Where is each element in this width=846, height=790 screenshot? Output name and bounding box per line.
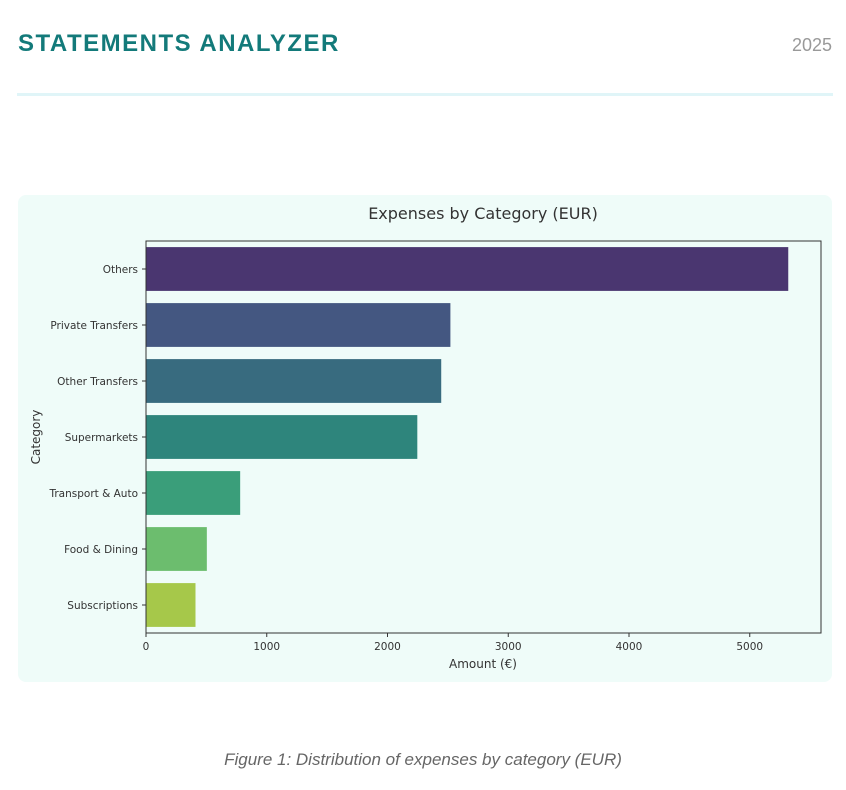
x-tick-label: 3000 [495,641,522,653]
y-tick-label: Others [103,264,138,276]
bar-0 [145,246,790,292]
bar-5 [145,526,208,572]
x-tick-label: 2000 [374,641,401,653]
year-label: 2025 [791,35,832,55]
bar-1 [145,302,452,348]
x-tick-label: 5000 [736,641,763,653]
x-tick-label: 1000 [253,641,280,653]
figure-caption: Figure 1: Distribution of expenses by ca… [224,750,622,769]
x-tick-label: 4000 [616,641,643,653]
plot-frame [145,240,822,634]
bar-3 [145,414,419,460]
chart-title: Expenses by Category (EUR) [368,204,598,223]
y-tick-label: Private Transfers [50,320,138,332]
y-axis-label: Category [29,410,43,465]
bar-2 [145,358,443,404]
x-axis-label: Amount (€) [449,657,517,671]
y-tick-label: Transport & Auto [48,488,138,500]
bar-6 [145,582,197,628]
header-divider [17,93,833,96]
y-tick-label: Supermarkets [65,432,138,444]
y-tick-label: Other Transfers [57,376,138,388]
y-tick-label: Food & Dining [64,544,138,556]
y-tick-label: Subscriptions [67,600,138,612]
bar-4 [145,470,242,516]
app-title: STATEMENTS ANALYZER [18,30,340,57]
x-tick-label: 0 [143,641,150,653]
